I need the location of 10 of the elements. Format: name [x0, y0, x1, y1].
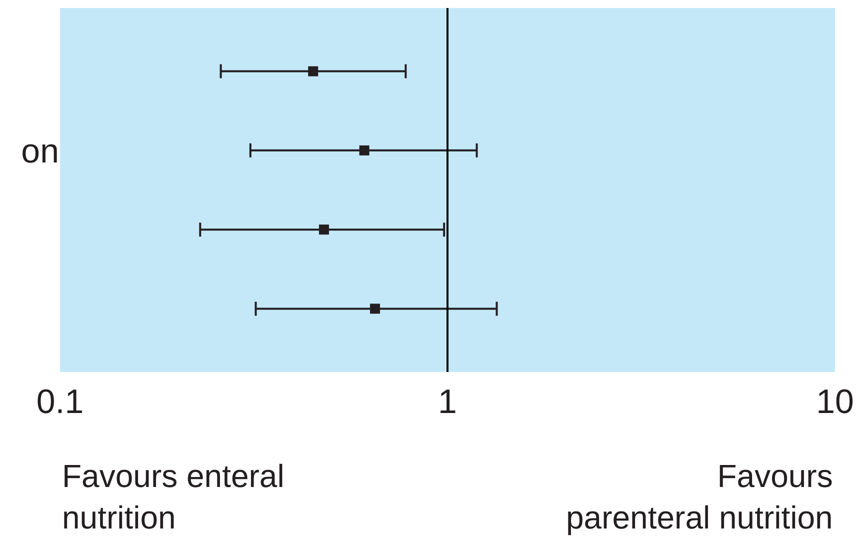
- text: Favours parenteral nutrition: [566, 458, 833, 536]
- x-tick-label: 0.1: [36, 383, 84, 421]
- point: [370, 304, 380, 314]
- point: [318, 224, 329, 235]
- x-tick-label: 10: [816, 383, 854, 421]
- text: Favours enteral nutrition: [62, 458, 284, 536]
- point: [359, 145, 370, 156]
- point: [308, 66, 318, 76]
- y-tick-label: on: [21, 132, 59, 170]
- x-tick-label: 1: [438, 383, 457, 421]
